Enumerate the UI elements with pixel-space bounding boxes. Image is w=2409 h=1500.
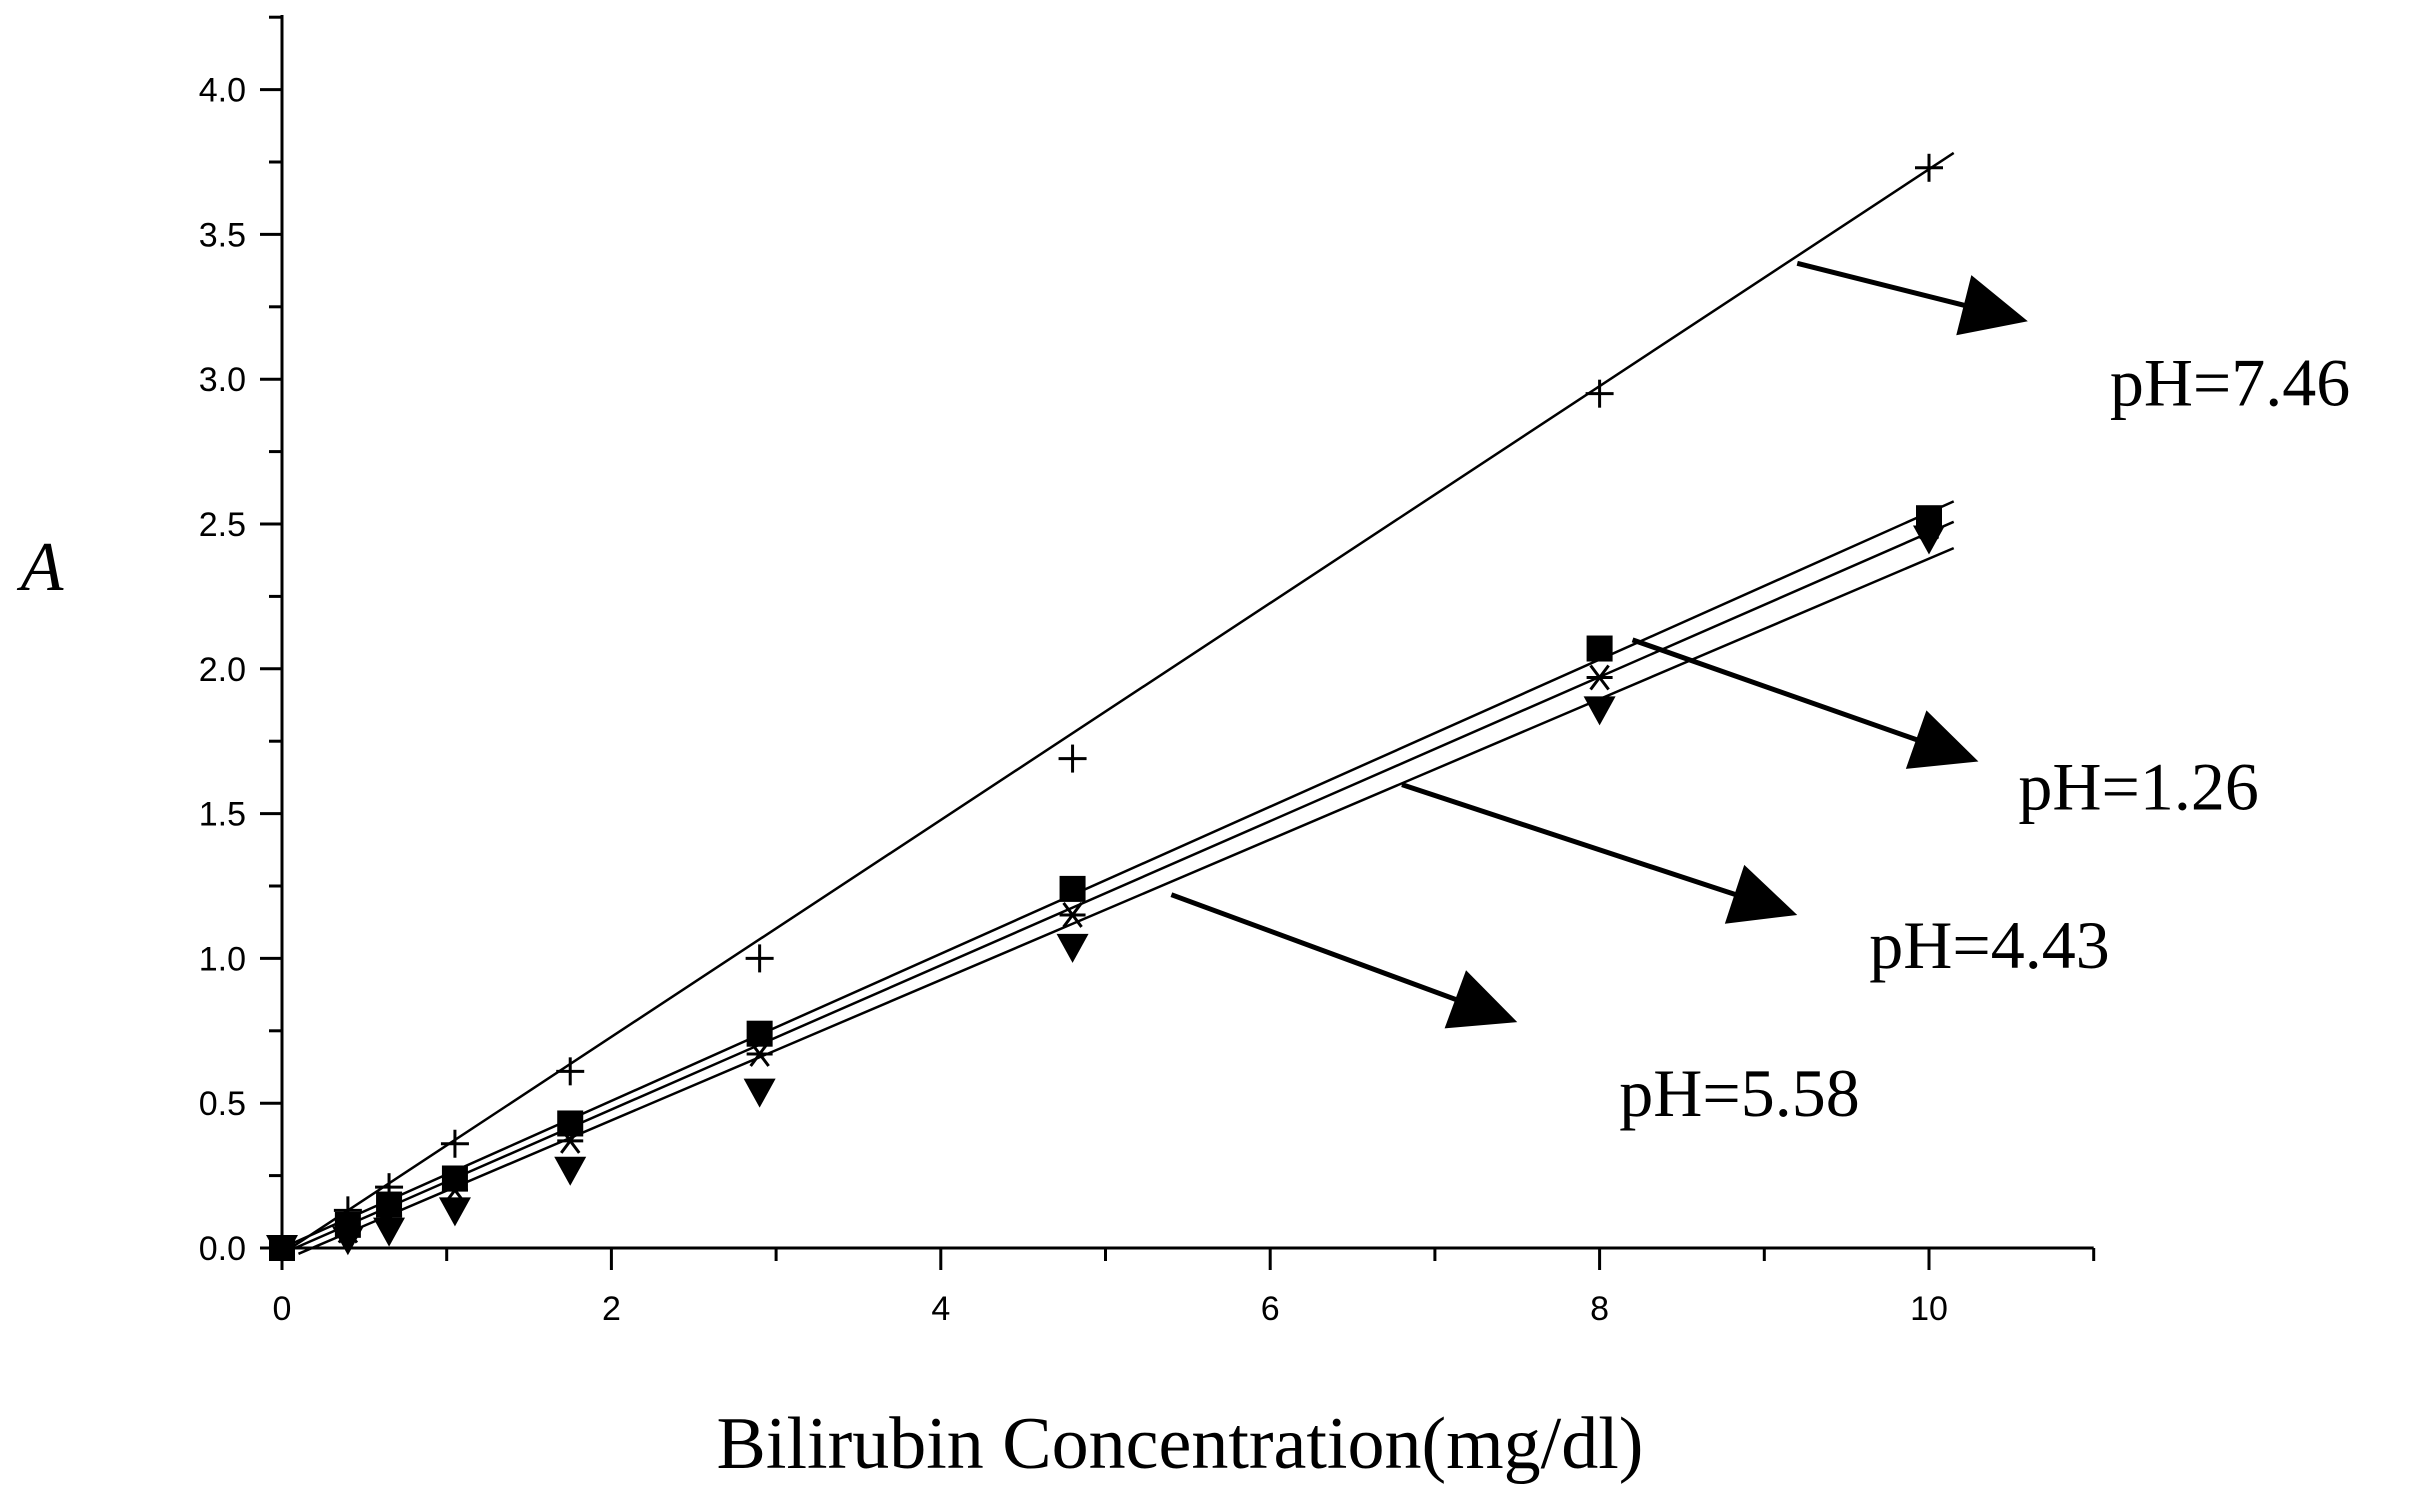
annotation-arrow	[1796, 260, 1969, 309]
data-point-asterisk	[1586, 664, 1613, 691]
marker-stroke	[1062, 902, 1083, 928]
y-tick-label: 3.0	[199, 361, 246, 399]
x-axis-title: Bilirubin Concentration(mg/dl)	[717, 1403, 1644, 1485]
y-tick-label: 2.5	[199, 506, 246, 544]
fit-line	[297, 546, 1955, 1255]
y-tick-label: 3.5	[199, 216, 246, 254]
data-point-square	[1586, 635, 1613, 662]
data-point-plus	[1585, 379, 1614, 408]
y-tick-label: 2.0	[199, 651, 246, 689]
data-point-triangle	[438, 1197, 471, 1227]
y-tick-label: 4.0	[199, 72, 246, 110]
annotation-arrowhead	[1905, 710, 1979, 769]
x-tick-label: 6	[1261, 1290, 1280, 1328]
y-tick-label: 1.5	[199, 796, 246, 834]
annotation-label: pH=5.58	[1619, 1055, 1859, 1131]
fit-line	[281, 520, 1955, 1255]
x-tick-label: 4	[931, 1290, 950, 1328]
data-point-plus	[375, 1173, 404, 1202]
data-point-asterisk	[1059, 902, 1086, 928]
data-point-square	[557, 1110, 584, 1137]
annotation-label: pH=7.46	[2110, 344, 2350, 420]
annotation-arrowhead	[1724, 864, 1798, 924]
y-axis-title: A	[17, 529, 64, 606]
data-point-triangle	[1056, 933, 1089, 963]
annotation-label: pH=4.43	[1869, 907, 2109, 983]
marker-stroke	[1589, 664, 1610, 691]
data-point-triangle	[1583, 696, 1616, 726]
annotation-arrow	[1170, 892, 1460, 1004]
data-point-triangle	[1913, 525, 1945, 555]
data-point-square	[1059, 875, 1086, 902]
fit-line	[281, 500, 1955, 1250]
axes: 0 2 4 6 8 10 0.0 0.5 1.0 1.5 2.0 2.5 3.0 3.5 4.0	[199, 15, 2096, 1328]
annotation-label: pH=1.26	[2018, 748, 2258, 824]
annotation-arrowhead	[1956, 275, 2028, 336]
annotation-arrow	[1631, 637, 1921, 744]
y-tick-label: 1.0	[199, 940, 246, 978]
data-point-square	[1916, 505, 1942, 532]
data-point-plus	[333, 1196, 362, 1225]
annotation-arrowhead	[1444, 970, 1518, 1029]
data-point-plus	[1058, 744, 1087, 773]
x-tick-label: 10	[1910, 1290, 1948, 1328]
annotation-arrow	[1401, 782, 1740, 898]
data-point-plus	[556, 1057, 585, 1086]
y-tick-label: 0.5	[199, 1085, 246, 1123]
x-tick-label: 0	[273, 1290, 292, 1328]
y-tick-label: 0.0	[199, 1230, 246, 1268]
data-point-triangle	[743, 1078, 776, 1108]
data-point-plus	[440, 1129, 469, 1158]
data-point-plus	[1915, 153, 1943, 182]
data-point-square	[746, 1020, 773, 1047]
data-point-triangle	[554, 1156, 587, 1186]
data-point-triangle	[373, 1217, 406, 1247]
x-tick-label: 8	[1590, 1290, 1609, 1328]
x-tick-label: 2	[602, 1290, 621, 1328]
data-markers	[266, 153, 1945, 1264]
data-point-plus	[745, 944, 774, 973]
data-point-square	[441, 1165, 468, 1192]
